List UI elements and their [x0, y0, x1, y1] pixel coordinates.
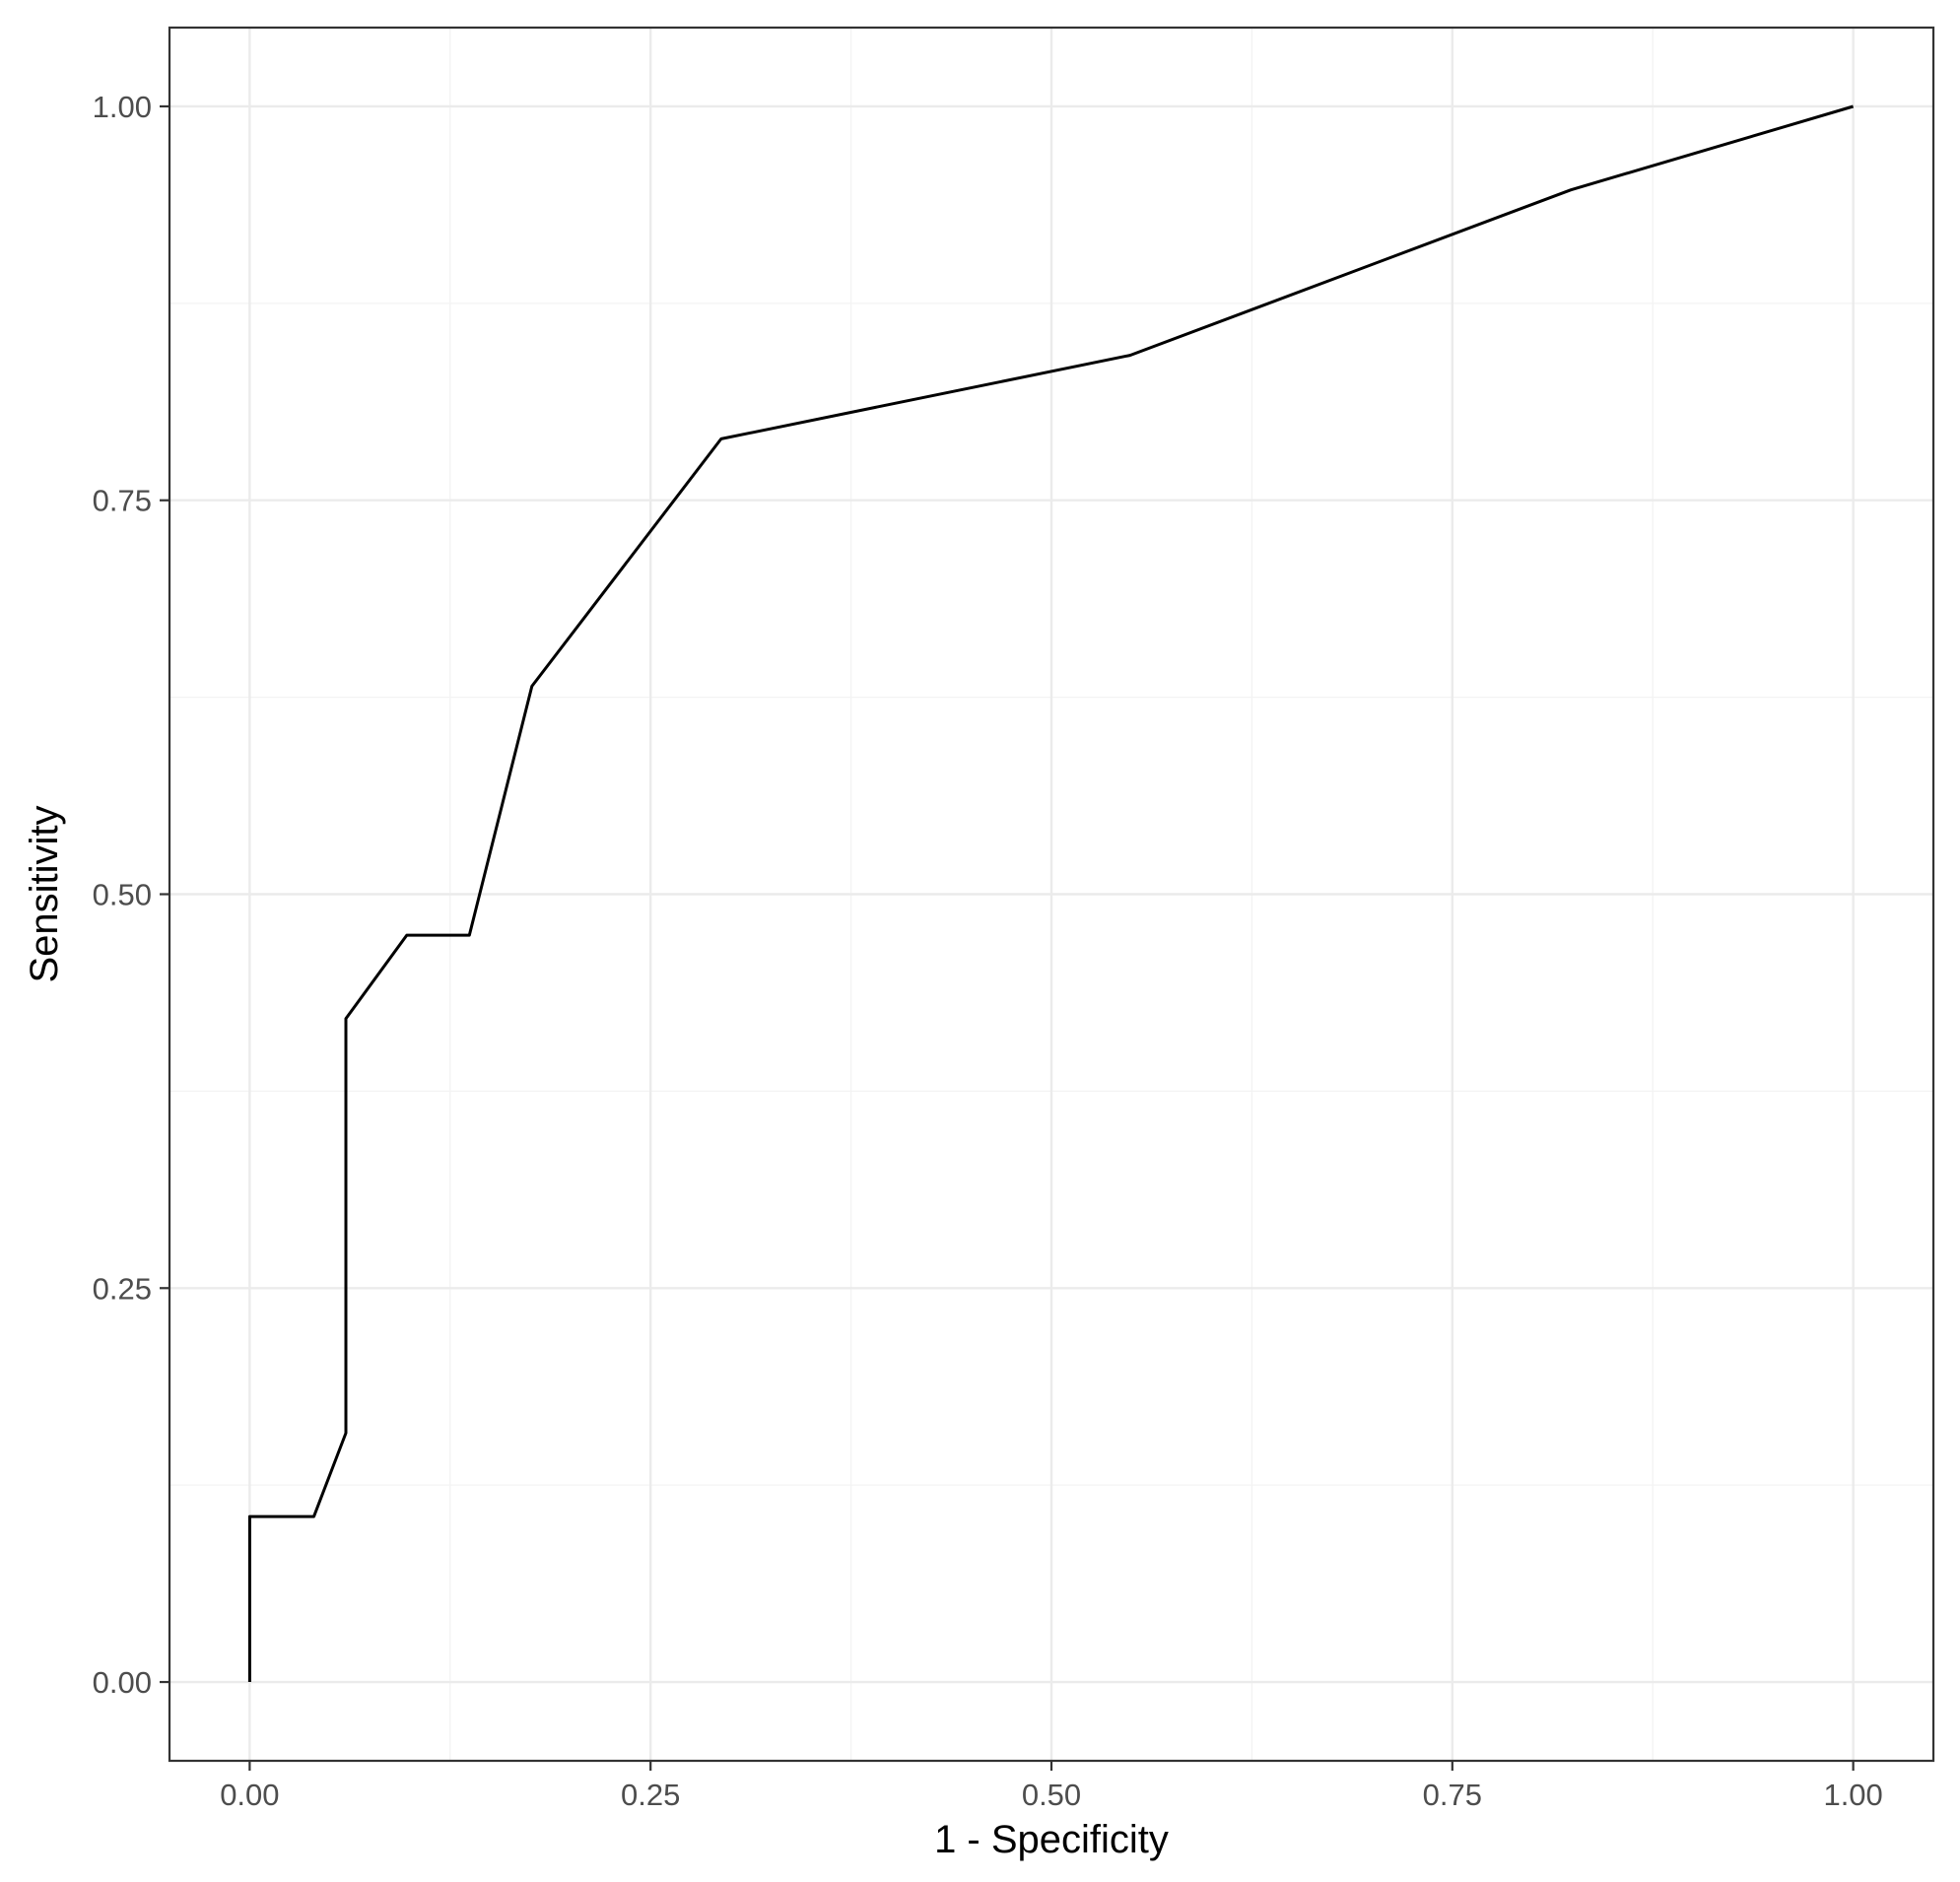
y-axis-tick-labels: 0.00 0.25 0.50 0.75 1.00: [93, 90, 152, 1700]
x-axis-title: 1 - Specificity: [934, 1818, 1169, 1861]
x-tick-label: 0.00: [220, 1778, 279, 1812]
x-tick-label: 0.25: [621, 1778, 680, 1812]
y-tick-label: 1.00: [93, 90, 152, 124]
y-tick-label: 0.50: [93, 878, 152, 912]
x-axis-tick-labels: 0.00 0.25 0.50 0.75 1.00: [220, 1778, 1883, 1812]
roc-curve: [247, 104, 1855, 1682]
x-tick-label: 0.75: [1423, 1778, 1482, 1812]
y-axis-title: Sensitivity: [23, 805, 66, 982]
y-tick-label: 0.25: [93, 1271, 152, 1306]
y-tick-label: 0.00: [93, 1665, 152, 1700]
x-tick-label: 0.50: [1022, 1778, 1081, 1812]
y-tick-label: 0.75: [93, 484, 152, 518]
major-gridlines: [169, 28, 1933, 1761]
axis-ticks: [160, 104, 1855, 1771]
x-tick-label: 1.00: [1823, 1778, 1882, 1812]
